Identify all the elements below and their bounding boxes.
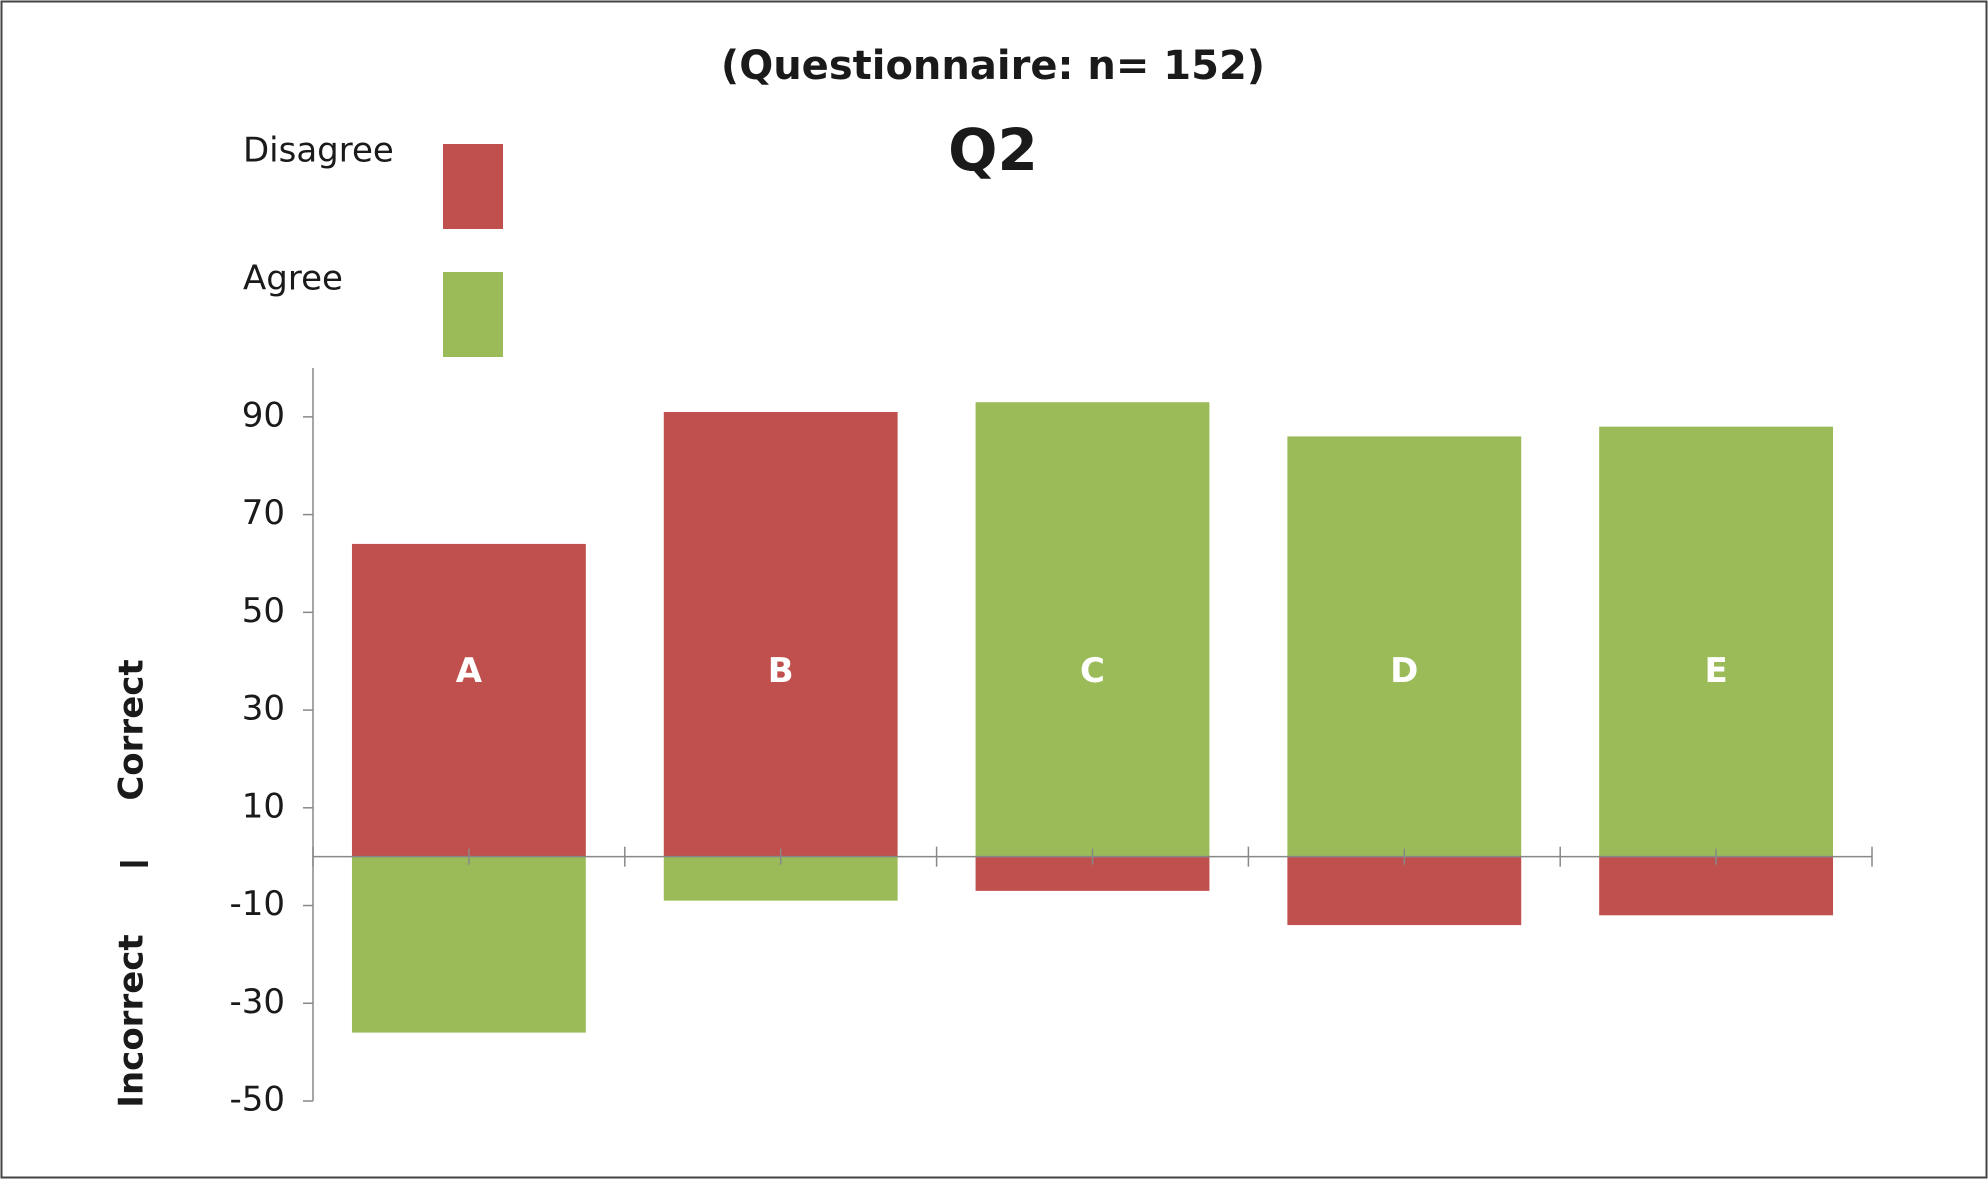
bar: [1287, 436, 1522, 857]
bar: [1599, 856, 1834, 916]
y-tick-label: -50: [229, 1080, 285, 1120]
bar: [975, 402, 1210, 857]
bar: [1287, 856, 1522, 926]
category-label: E: [1704, 651, 1727, 691]
legend-label: Agree: [243, 259, 343, 299]
bar: [351, 856, 586, 1033]
legend-swatch: [443, 272, 503, 357]
bar: [351, 543, 586, 857]
chart-title: Q2: [948, 116, 1038, 184]
legend-swatch: [443, 144, 503, 229]
y-tick-label: 50: [242, 591, 285, 631]
category-label: D: [1390, 651, 1418, 691]
category-label: C: [1080, 651, 1105, 691]
y-tick-label: -10: [229, 884, 285, 924]
y-tick-label: 90: [242, 395, 285, 435]
bar: [663, 411, 898, 857]
y-tick-label: 10: [242, 786, 285, 826]
bar: [1599, 426, 1834, 857]
y-label-negative: Incorrect: [112, 934, 152, 1107]
y-tick-label: 30: [242, 689, 285, 729]
chart-subtitle: (Questionnaire: n= 152): [721, 43, 1265, 89]
y-label-positive: Correct: [112, 659, 152, 800]
category-label: A: [456, 651, 483, 691]
y-tick-label: -30: [229, 982, 285, 1022]
y-tick-label: 70: [242, 493, 285, 533]
legend-label: Disagree: [243, 131, 394, 171]
category-label: B: [768, 651, 794, 691]
